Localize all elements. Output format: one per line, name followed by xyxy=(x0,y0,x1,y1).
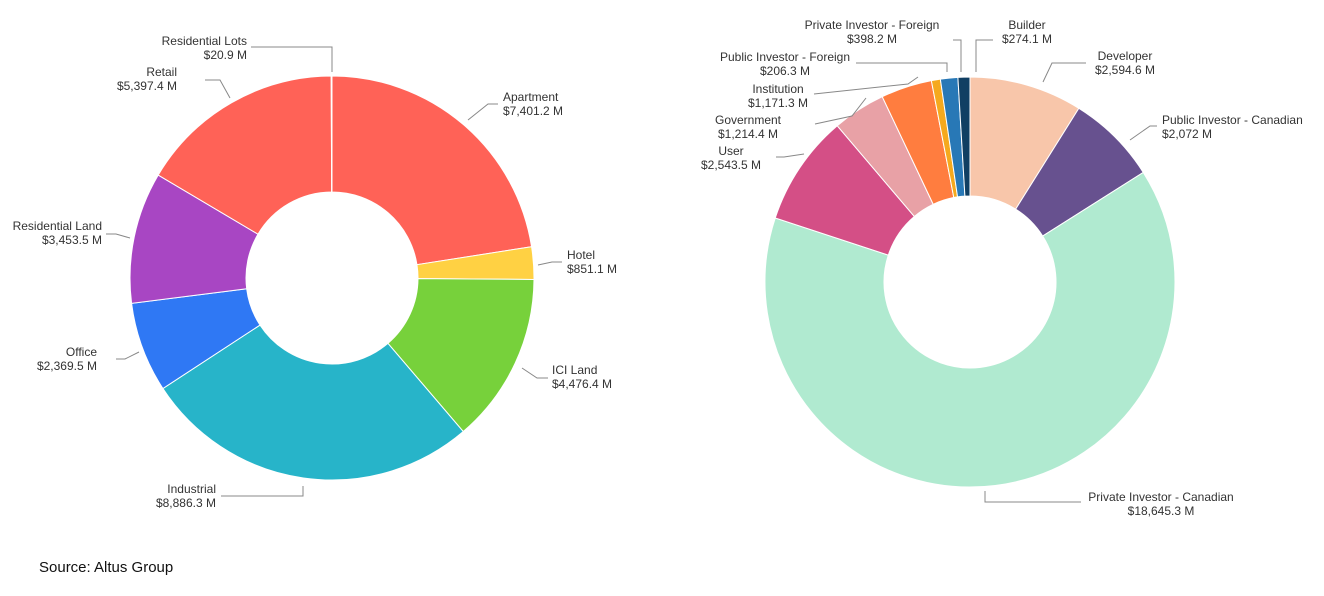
slice-ici-land[interactable] xyxy=(387,278,535,433)
donut-chart-property-type: Apartment$7,401.2 M Hotel$851.1 M ICI Land… xyxy=(13,34,617,510)
slice-private-investor-canadian[interactable] xyxy=(764,171,1176,488)
leader-line-office xyxy=(116,351,140,360)
leader-line-user xyxy=(776,153,805,158)
slice-value-developer: $2,594.6 M xyxy=(1095,63,1155,77)
slice-label-builder: Builder xyxy=(1008,18,1045,32)
slice-value-builder: $274.1 M xyxy=(1002,32,1052,46)
leader-line-residential-lots xyxy=(251,46,333,72)
leader-line-apartment xyxy=(467,103,498,121)
leader-line-developer xyxy=(1042,62,1086,83)
slice-value-industrial: $8,886.3 M xyxy=(156,496,216,510)
slice-value-user: $2,543.5 M xyxy=(701,158,761,172)
slice-label-developer: Developer xyxy=(1098,49,1153,63)
leader-line-government xyxy=(814,97,867,125)
slice-label-office: Office xyxy=(66,345,97,359)
leader-line-builder xyxy=(975,39,993,72)
slice-value-public-investor-foreign: $206.3 M xyxy=(760,64,810,78)
leader-line-hotel xyxy=(537,261,562,266)
slice-value-apartment: $7,401.2 M xyxy=(503,104,563,118)
slice-value-public-investor-canadian: $2,072 M xyxy=(1162,127,1212,141)
slice-label-retail: Retail xyxy=(146,65,177,79)
slice-label-public-investor-foreign: Public Investor - Foreign xyxy=(720,50,850,64)
leader-line-private-investor-foreign xyxy=(953,39,962,72)
slice-label-government: Government xyxy=(715,113,782,127)
slice-value-hotel: $851.1 M xyxy=(567,262,617,276)
slice-value-ici-land: $4,476.4 M xyxy=(552,377,612,391)
slice-value-residential-lots: $20.9 M xyxy=(204,48,247,62)
slice-value-government: $1,214.4 M xyxy=(718,127,778,141)
slice-label-apartment: Apartment xyxy=(503,90,559,104)
slice-residential-lots[interactable] xyxy=(330,75,333,193)
slice-label-user: User xyxy=(718,144,743,158)
slice-label-institution: Institution xyxy=(752,82,803,96)
leader-line-retail xyxy=(205,79,231,99)
slice-label-industrial: Industrial xyxy=(167,482,216,496)
slice-label-hotel: Hotel xyxy=(567,248,595,262)
slice-builder[interactable] xyxy=(957,76,971,197)
leader-line-public-investor-foreign xyxy=(856,62,948,72)
leader-line-industrial xyxy=(221,486,304,497)
slice-label-ici-land: ICI Land xyxy=(552,363,597,377)
leader-line-private-investor-canadian xyxy=(984,491,1081,503)
slice-label-private-investor-canadian: Private Investor - Canadian xyxy=(1088,490,1233,504)
leader-line-ici-land xyxy=(521,367,548,379)
slice-value-institution: $1,171.3 M xyxy=(748,96,808,110)
leader-line-institution xyxy=(813,76,919,95)
slice-value-private-investor-foreign: $398.2 M xyxy=(847,32,897,46)
leader-line-public-investor-canadian xyxy=(1129,125,1157,141)
slice-label-residential-land: Residential Land xyxy=(13,219,102,233)
source-note: Source: Altus Group xyxy=(39,559,174,576)
donut-chart-buyer-type: Developer$2,594.6 M Public Investor - Can… xyxy=(701,18,1303,518)
slice-label-private-investor-foreign: Private Investor - Foreign xyxy=(805,18,940,32)
slice-value-private-investor-canadian: $18,645.3 M xyxy=(1128,504,1195,518)
slice-label-public-investor-canadian: Public Investor - Canadian xyxy=(1162,113,1303,127)
slice-label-residential-lots: Residential Lots xyxy=(162,34,247,48)
slice-apartment[interactable] xyxy=(331,75,533,266)
slice-value-office: $2,369.5 M xyxy=(37,359,97,373)
slice-value-retail: $5,397.4 M xyxy=(117,79,177,93)
slice-retail[interactable] xyxy=(157,75,333,235)
slice-industrial[interactable] xyxy=(162,324,464,481)
leader-line-residential-land xyxy=(106,233,131,239)
slice-value-residential-land: $3,453.5 M xyxy=(42,233,102,247)
